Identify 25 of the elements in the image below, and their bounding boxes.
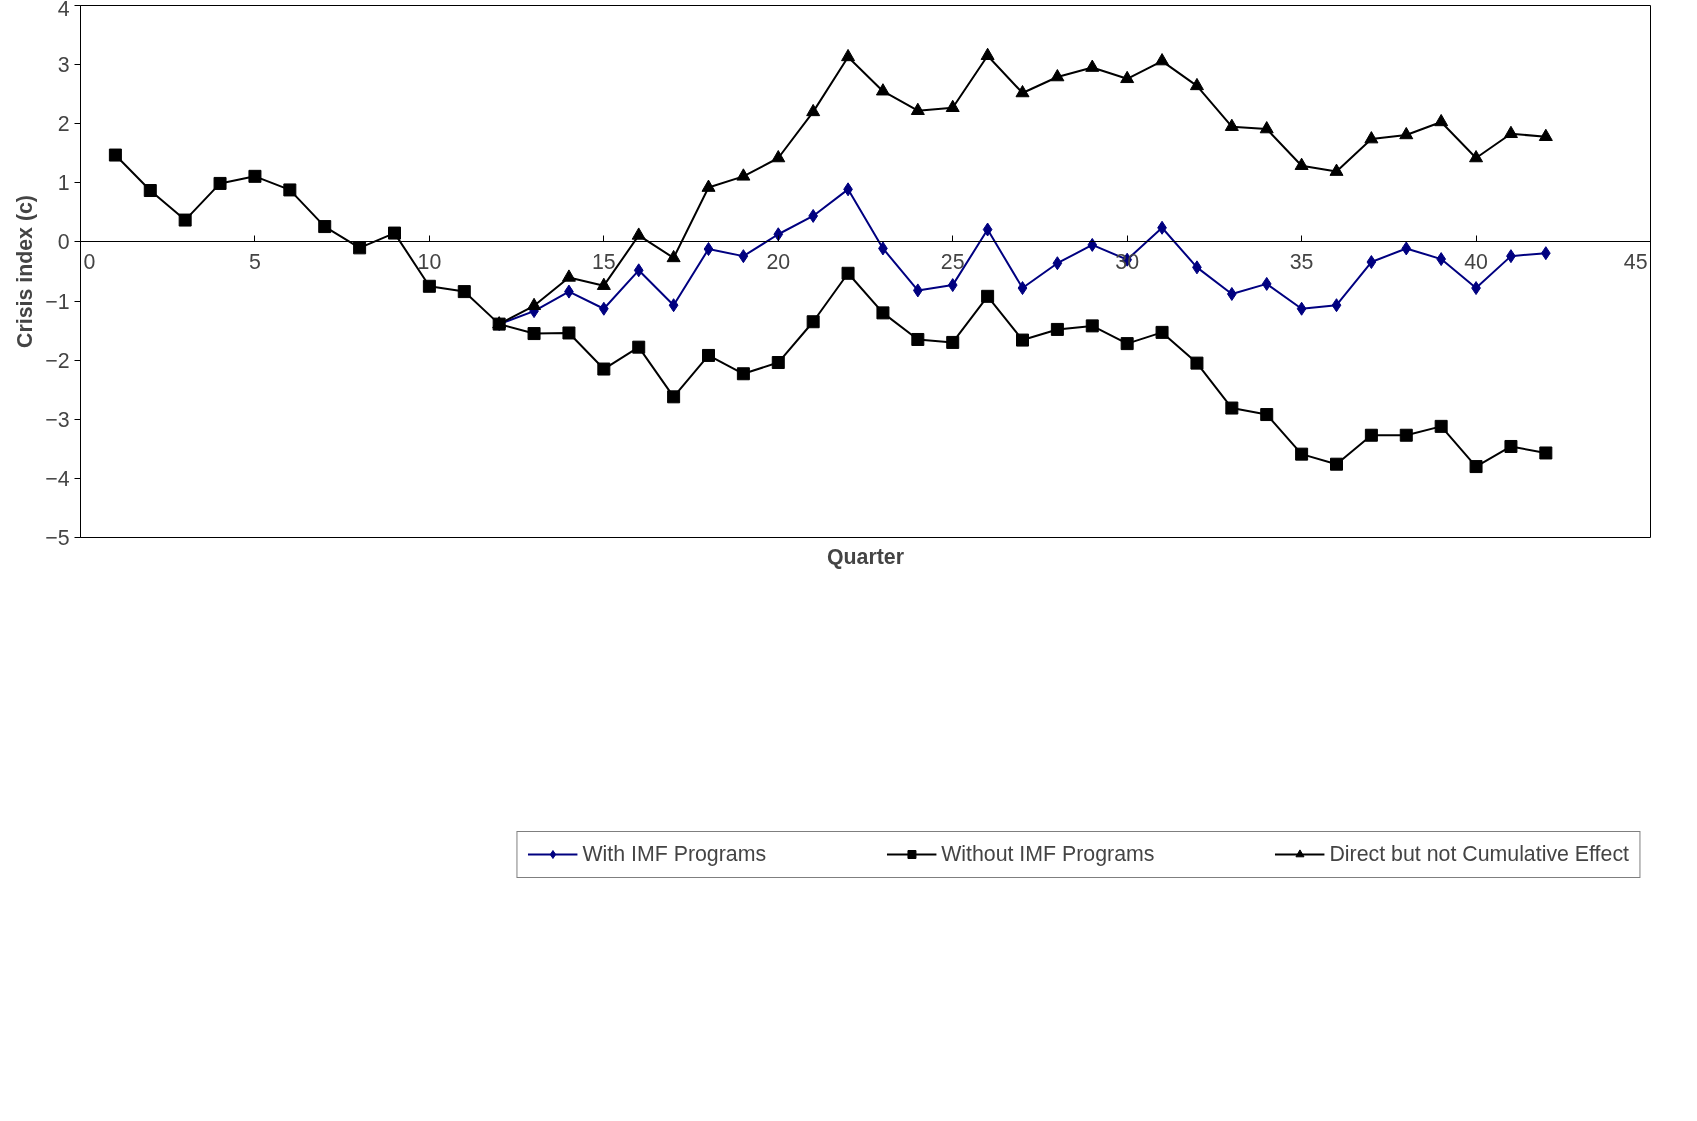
x-tick-label: 45 [1623, 249, 1648, 274]
x-tick-label: 25 [940, 249, 965, 274]
y-tick-label: 0 [57, 230, 70, 255]
y-tick-label: −1 [45, 289, 70, 314]
x-tick-label: 0 [83, 249, 96, 274]
x-tick-label: 35 [1289, 249, 1314, 274]
y-tick-label: 3 [57, 53, 70, 78]
x-tick-label: 5 [249, 249, 261, 274]
y-tick-label: 4 [57, 0, 70, 21]
legend-label: With IMF Programs [582, 841, 767, 867]
y-tick-label: −3 [45, 407, 70, 432]
x-tick-label: 10 [417, 249, 442, 274]
x-tick-label: 30 [1115, 249, 1140, 274]
y-tick-label: −2 [45, 348, 70, 373]
x-tick-label: 40 [1464, 249, 1489, 274]
y-tick-label: 1 [57, 171, 70, 196]
y-tick-label: −4 [45, 466, 70, 491]
x-axis-title: Quarter [826, 544, 905, 569]
y-tick-label: −5 [45, 526, 70, 550]
y-tick-label: 2 [57, 112, 70, 137]
legend-label: Without IMF Programs [941, 841, 1155, 867]
y-axis-title: Crisis index (c) [13, 195, 38, 348]
legend-label: Direct but not Cumulative Effect [1329, 841, 1629, 867]
x-tick-label: 15 [591, 249, 616, 274]
x-tick-label: 20 [766, 249, 791, 274]
